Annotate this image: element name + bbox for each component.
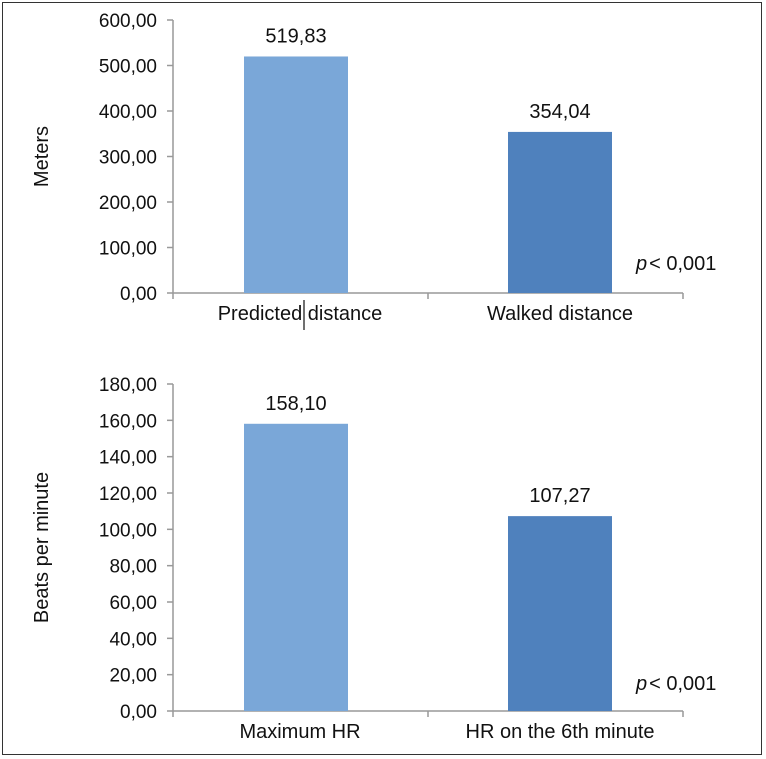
y-tick-label: 180,00 (99, 375, 157, 396)
bar-2 (508, 516, 612, 711)
y-tick-label: 20,00 (109, 666, 157, 687)
y-tick-label: 140,00 (99, 448, 157, 469)
p-value-text: < 0,001 (649, 673, 716, 695)
p-value-annotation: p < 0,001 (635, 673, 716, 695)
data-label: 107,27 (529, 485, 590, 507)
y-tick-label: 40,00 (109, 629, 157, 650)
y-tick-label: 600,00 (99, 11, 157, 32)
y-tick-label: 0,00 (120, 284, 157, 305)
bar-1 (244, 423, 348, 711)
y-tick-label: 160,00 (99, 411, 157, 432)
p-symbol: p (635, 253, 647, 275)
y-axis-title: Beats per minute (31, 472, 53, 623)
y-tick-label: 80,00 (109, 557, 157, 578)
y-tick-label: 0,00 (120, 702, 157, 723)
y-tick-label: 120,00 (99, 484, 157, 505)
p-value-text: < 0,001 (649, 253, 716, 275)
x-category-label: HR on the 6th minute (466, 721, 655, 743)
data-label: 354,04 (529, 101, 590, 123)
p-value-annotation: p < 0,001 (635, 253, 716, 275)
y-tick-label: 60,00 (109, 593, 157, 614)
bar-2 (508, 131, 612, 293)
y-tick-label: 400,00 (99, 102, 157, 123)
p-symbol: p (635, 673, 647, 695)
y-tick-label: 100,00 (99, 239, 157, 260)
y-tick-label: 100,00 (99, 520, 157, 541)
bar-1 (244, 56, 348, 293)
y-tick-label: 500,00 (99, 57, 157, 78)
x-category-label: Walked distance (487, 303, 633, 325)
data-label: 519,83 (265, 25, 326, 47)
x-category-label: Maximum HR (239, 721, 360, 743)
x-category-label: Predicted distance (218, 303, 383, 325)
y-tick-label: 200,00 (99, 193, 157, 214)
y-axis-title: Meters (31, 126, 53, 187)
y-tick-label: 300,00 (99, 148, 157, 169)
data-label: 158,10 (265, 393, 326, 415)
